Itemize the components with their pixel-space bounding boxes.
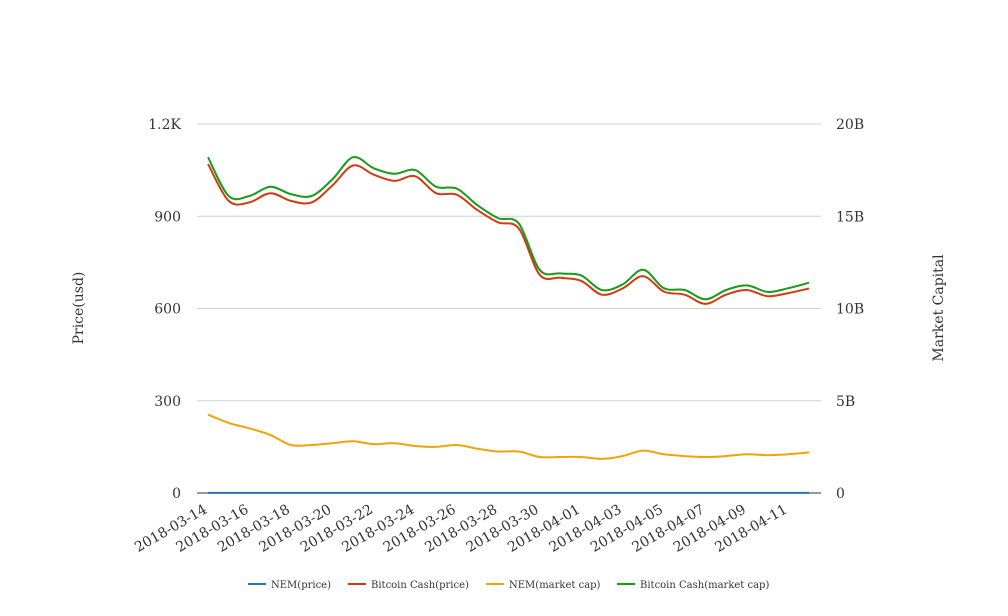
right-tick-label: 0 (836, 486, 845, 502)
left-tick-label: 900 (154, 209, 181, 225)
legend-label-nem-price: NEM(price) (271, 580, 331, 591)
x-axis-ticks: 2018-03-142018-03-162018-03-182018-03-20… (132, 502, 790, 556)
left-tick-label: 600 (154, 302, 181, 318)
legend-label-bitcoin-cash-market-cap: Bitcoin Cash(market cap) (640, 580, 769, 591)
right-axis-title: Market Capital (931, 254, 947, 362)
left-axis-title: Price(usd) (71, 272, 87, 345)
legend: NEM(price) Bitcoin Cash(price) NEM(market … (248, 580, 769, 591)
left-tick-label: 1.2K (148, 117, 181, 133)
left-tick-label: 300 (154, 394, 181, 410)
left-axis-ticks: 0 300 600 900 1.2K (148, 117, 181, 502)
left-tick-label: 0 (172, 486, 181, 502)
legend-label-bitcoin-cash-price: Bitcoin Cash(price) (371, 580, 469, 591)
series-line-bitcoin-cash-price (207, 163, 810, 305)
series-line-nem-market-cap (207, 413, 810, 460)
right-tick-label: 5B (836, 394, 855, 410)
series-lines (207, 156, 810, 494)
series-line-bitcoin-cash-market-cap (207, 156, 810, 301)
legend-label-nem-market-cap: NEM(market cap) (509, 580, 601, 591)
grid-lines (197, 123, 821, 494)
right-tick-label: 10B (836, 302, 864, 318)
right-tick-label: 15B (836, 209, 864, 225)
right-axis-ticks: 0 5B 10B 15B 20B (836, 117, 864, 502)
right-tick-label: 20B (836, 117, 864, 133)
